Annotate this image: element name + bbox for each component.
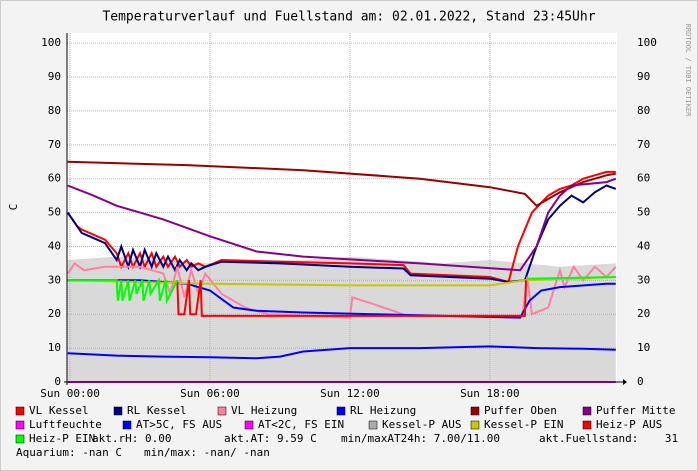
legend-label: VL Kessel: [29, 404, 89, 417]
watermark: RRDTOOL / TOBI OETIKER: [684, 24, 692, 118]
x-tick-label: Sun 06:00: [180, 387, 240, 400]
legend-label: Luftfeuchte: [29, 418, 102, 431]
y2-tick-label: 70: [637, 138, 650, 151]
legend-label: Puffer Oben: [484, 404, 557, 417]
y-tick-label: 50: [48, 206, 61, 219]
y-tick-label: 70: [48, 138, 61, 151]
legend-swatch: [15, 406, 25, 416]
legend-swatch: [113, 406, 123, 416]
line: [67, 279, 616, 319]
y2-tick-label: 90: [637, 70, 650, 83]
y-tick-label: 20: [48, 307, 61, 320]
y2-tick-label: 0: [637, 375, 644, 388]
area: [67, 256, 616, 382]
line: [67, 276, 616, 305]
y-tick-label: 60: [48, 172, 61, 185]
y2-tick-label: 60: [637, 172, 650, 185]
legend-swatch: [15, 434, 25, 444]
legend-label: Puffer Mitte: [596, 404, 675, 417]
legend-label: VL Heizung: [231, 404, 297, 417]
legend-swatch: [368, 420, 378, 430]
y2-tick-label: 40: [637, 239, 650, 252]
line: [67, 177, 617, 272]
line: [67, 345, 616, 360]
legend-label: Kessel-P EIN: [484, 418, 563, 431]
legend-label: RL Kessel: [127, 404, 187, 417]
x-axis-arrow: [623, 379, 627, 385]
legend-swatch: [336, 406, 346, 416]
legend-label: Heiz-P AUS: [596, 418, 662, 431]
y-tick-label: 0: [54, 375, 61, 388]
line: [67, 160, 616, 208]
y-axis-label: C: [7, 204, 20, 211]
plot-area: [67, 33, 617, 382]
legend-swatch: [582, 406, 592, 416]
y2-tick-label: 20: [637, 307, 650, 320]
y2-tick-label: 50: [637, 206, 650, 219]
legend-label: Heiz-P EIN: [29, 432, 95, 445]
legend-label: RL Heizung: [350, 404, 416, 417]
legend-swatch: [470, 420, 480, 430]
y2-tick-label: 80: [637, 104, 650, 117]
x-tick-label: Sun 12:00: [320, 387, 380, 400]
x-tick-label: Sun 18:00: [460, 387, 520, 400]
x-tick-label: Sun 00:00: [40, 387, 100, 400]
line: [176, 280, 527, 317]
line: [67, 276, 616, 287]
y-tick-label: 80: [48, 104, 61, 117]
annotation: Aquarium: -nan C: [16, 446, 122, 459]
legend-swatch: [582, 420, 592, 430]
legend-swatch: [470, 406, 480, 416]
legend-swatch: [122, 420, 132, 430]
annotation: akt.rH: 0.00: [92, 432, 171, 445]
legend-label: Kessel-P AUS: [382, 418, 461, 431]
y-tick-label: 10: [48, 341, 61, 354]
annotation: min/maxAT24h: 7.00/11.00: [341, 432, 500, 445]
legend-swatch: [217, 406, 227, 416]
legend-label: AT<2C, FS EIN: [258, 418, 344, 431]
annotation: min/max: -nan/ -nan: [144, 446, 270, 459]
y-tick-label: 30: [48, 273, 61, 286]
chart-title: Temperaturverlauf und Fuellstand am: 02.…: [102, 10, 595, 25]
y-tick-label: 90: [48, 70, 61, 83]
legend-swatch: [15, 420, 25, 430]
y2-tick-label: 100: [637, 36, 657, 49]
y-tick-label: 40: [48, 239, 61, 252]
y2-tick-label: 10: [637, 341, 650, 354]
legend-label: AT>5C, FS AUS: [136, 418, 222, 431]
y2-tick-label: 30: [637, 273, 650, 286]
legend-swatch: [244, 420, 254, 430]
annotation: akt.AT: 9.59 C: [224, 432, 317, 445]
y-tick-label: 100: [41, 36, 61, 49]
line: [66, 184, 617, 284]
annotation: akt.Fuellstand: 31: [539, 432, 678, 445]
